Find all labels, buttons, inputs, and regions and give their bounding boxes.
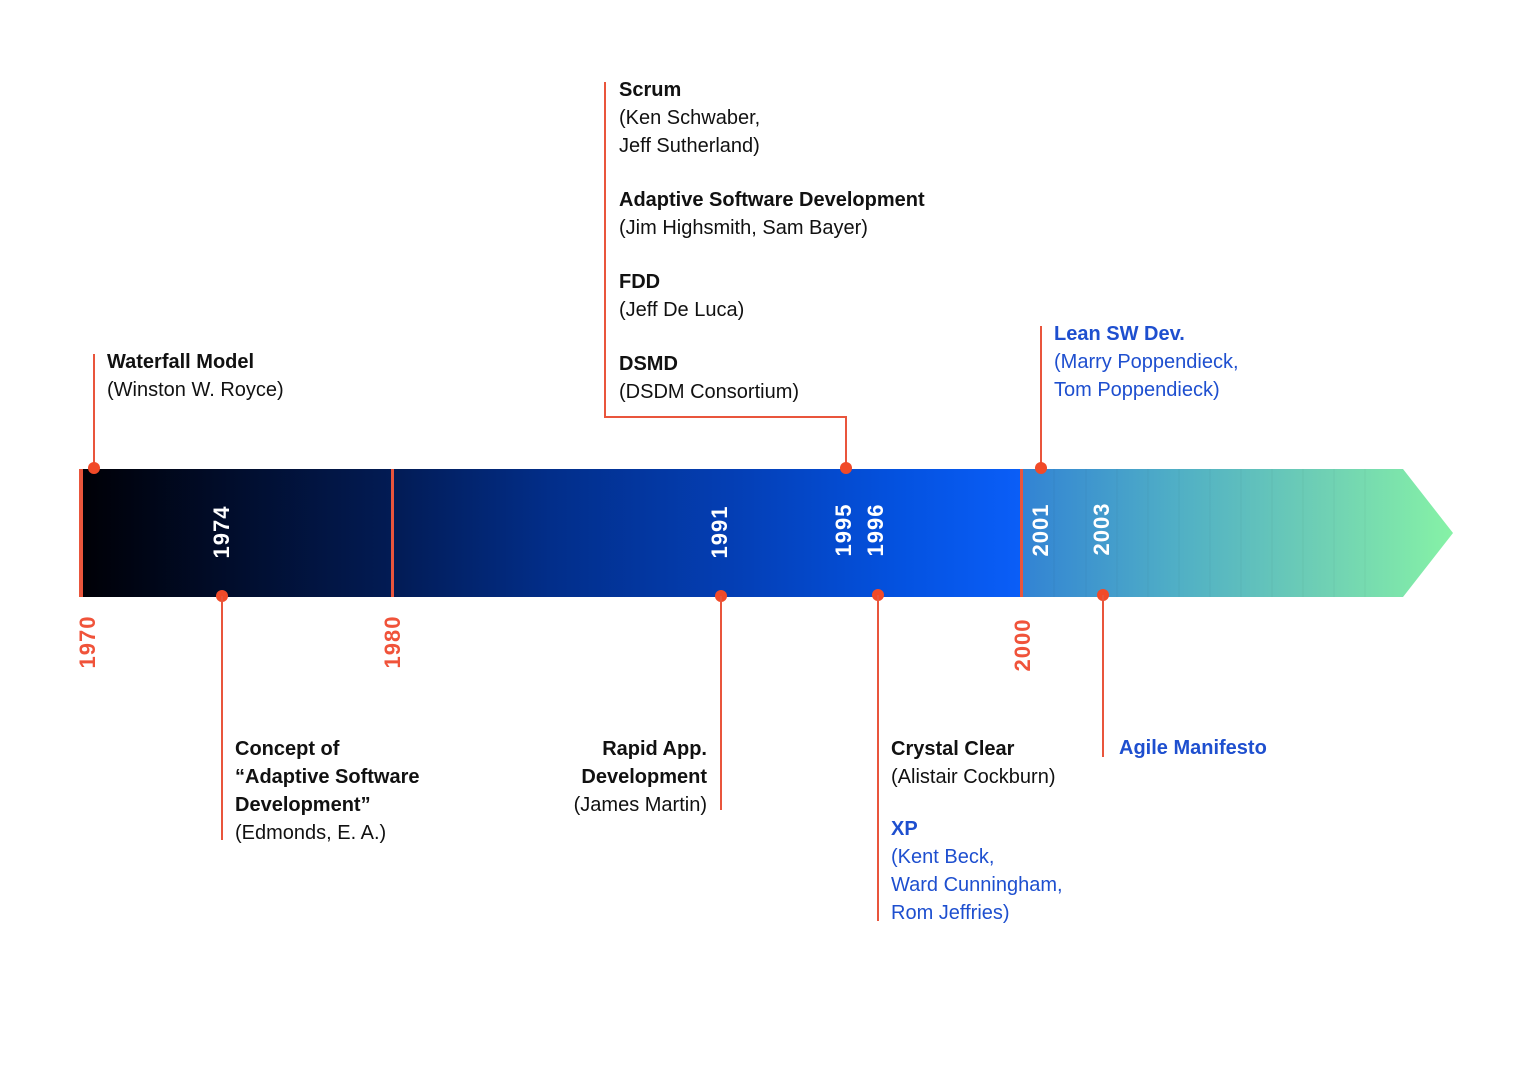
- event-author: (Kent Beck,: [891, 846, 995, 868]
- event-rapid-app-development: Rapid App. Development (James Martin): [574, 735, 707, 819]
- bar-year-1991: 1991: [707, 505, 732, 559]
- event-title: Development: [581, 766, 707, 788]
- event-waterfall-model: Waterfall Model (Winston W. Royce): [107, 348, 284, 404]
- marker-dot-1995: [840, 462, 852, 474]
- connector-crystal-xp: [877, 595, 879, 921]
- axis-year-2000: 2000: [1010, 618, 1035, 672]
- connector-agile: [1102, 595, 1104, 757]
- event-author: Ward Cunningham,: [891, 874, 1063, 896]
- connector-rad: [720, 596, 722, 810]
- bar-year-2003: 2003: [1089, 502, 1114, 556]
- axis-year-1970: 1970: [75, 615, 100, 669]
- event-author: (Edmonds, E. A.): [235, 822, 387, 844]
- axis-year-1980: 1980: [380, 615, 405, 669]
- event-title: Crystal Clear: [891, 738, 1015, 760]
- event-asd-concept: Concept of “Adaptive Software Developmen…: [235, 735, 419, 847]
- event-author: (Jim Highsmith, Sam Bayer): [619, 217, 868, 239]
- event-title: Concept of: [235, 738, 340, 760]
- connector-waterfall: [93, 354, 95, 468]
- event-title: Rapid App.: [602, 738, 707, 760]
- marker-dot-2001: [1035, 462, 1047, 474]
- event-title: Development”: [235, 794, 371, 816]
- connector-lean: [1040, 326, 1042, 468]
- event-group-1995: Scrum (Ken Schwaber, Jeff Sutherland) Ad…: [619, 76, 925, 406]
- marker-dot-1970: [88, 462, 100, 474]
- event-title-fdd: FDD: [619, 271, 661, 293]
- connector-1995-bracket-vertical: [604, 82, 606, 418]
- event-author: Jeff Sutherland): [619, 135, 760, 157]
- connector-1995-drop: [845, 416, 847, 468]
- event-agile-manifesto: Agile Manifesto: [1119, 734, 1267, 762]
- connector-1995-bracket-horizontal: [604, 416, 847, 418]
- event-author: (DSDM Consortium): [619, 381, 800, 403]
- divider-1980: [391, 469, 394, 597]
- event-title: Agile Manifesto: [1119, 737, 1267, 759]
- event-author: Rom Jeffries): [891, 902, 1010, 924]
- event-title-scrum: Scrum: [619, 79, 682, 101]
- bar-year-1974: 1974: [209, 505, 234, 559]
- event-author: (Winston W. Royce): [107, 379, 284, 401]
- event-author: (Jeff De Luca): [619, 299, 745, 321]
- event-title: Lean SW Dev.: [1054, 323, 1185, 345]
- event-author: (Ken Schwaber,: [619, 107, 761, 129]
- bar-year-2001: 2001: [1028, 503, 1053, 557]
- divider-1970: [79, 469, 83, 597]
- bar-year-1995: 1995: [831, 503, 856, 557]
- event-title: “Adaptive Software: [235, 766, 420, 788]
- event-crystal-clear: Crystal Clear (Alistair Cockburn): [891, 735, 1055, 791]
- event-title: XP: [891, 818, 918, 840]
- event-author: (Alistair Cockburn): [891, 766, 1056, 788]
- event-title: Waterfall Model: [107, 351, 255, 373]
- event-title-asd: Adaptive Software Development: [619, 189, 925, 211]
- event-author: Tom Poppendieck): [1054, 379, 1220, 401]
- event-author: (James Martin): [573, 794, 707, 816]
- event-lean-sw-dev: Lean SW Dev. (Marry Poppendieck, Tom Pop…: [1054, 320, 1239, 404]
- event-title-dsmd: DSMD: [619, 353, 678, 375]
- event-author: (Marry Poppendieck,: [1054, 351, 1239, 373]
- event-xp: XP (Kent Beck, Ward Cunningham, Rom Jeff…: [891, 815, 1063, 927]
- divider-2000: [1020, 469, 1023, 597]
- bar-year-1996: 1996: [863, 503, 888, 557]
- connector-asd-concept: [221, 596, 223, 840]
